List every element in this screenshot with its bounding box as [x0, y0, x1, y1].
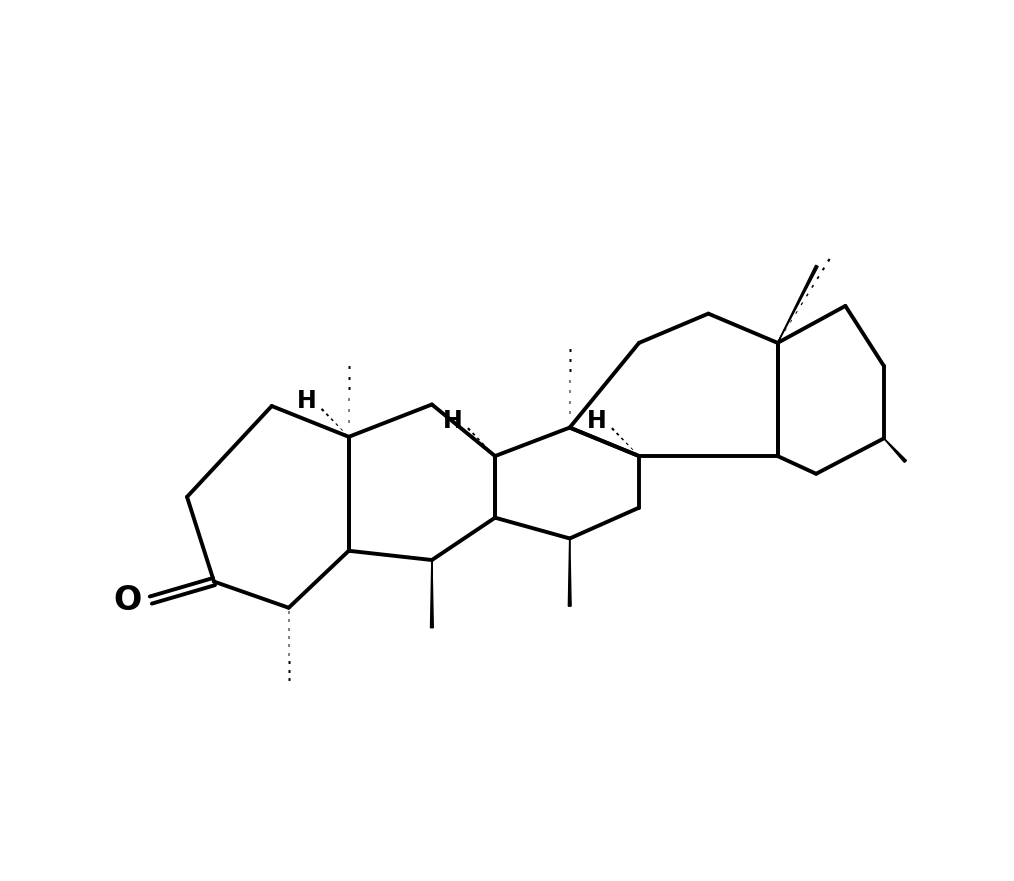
Text: H: H: [296, 389, 316, 413]
Polygon shape: [431, 560, 433, 628]
Polygon shape: [884, 439, 907, 463]
Text: H: H: [587, 409, 606, 433]
Text: H: H: [443, 409, 462, 433]
Polygon shape: [568, 538, 571, 606]
Polygon shape: [778, 265, 818, 343]
Text: O: O: [114, 583, 142, 617]
